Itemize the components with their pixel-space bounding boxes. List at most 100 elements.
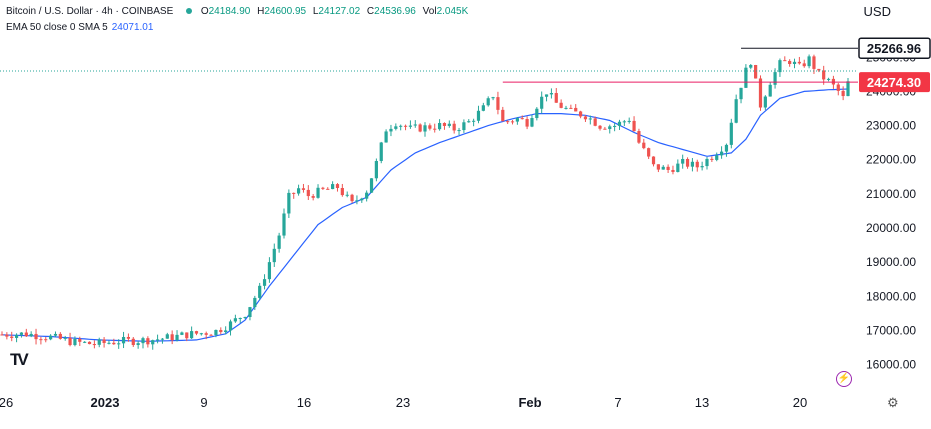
candle-body xyxy=(598,125,602,129)
price-tag-label: 24274.30 xyxy=(867,75,921,90)
candle-body xyxy=(316,187,320,198)
candle-body xyxy=(783,60,787,62)
lightning-icon[interactable]: ⚡ xyxy=(836,371,852,387)
candle-body xyxy=(78,338,82,342)
candle-body xyxy=(365,192,369,199)
candle-body xyxy=(379,142,383,161)
candle-body xyxy=(442,123,447,126)
candle-body xyxy=(544,94,549,97)
gear-icon[interactable]: ⚙ xyxy=(887,395,899,410)
candle-body xyxy=(272,248,276,263)
candle-body xyxy=(647,148,651,157)
candle-body xyxy=(452,123,456,131)
indicator-title[interactable]: EMA 50 close 0 SMA 5 xyxy=(6,22,108,33)
candle-body xyxy=(705,158,709,167)
x-tick-label: 7 xyxy=(614,395,621,410)
candle-body xyxy=(476,110,481,121)
time-axis: 26 2023 9 16 23 Feb 7 13 20 xyxy=(0,395,807,410)
candle-body xyxy=(515,118,519,122)
candle-body xyxy=(53,333,58,336)
candle-body xyxy=(846,81,850,97)
candle-body xyxy=(554,93,558,103)
candle-body xyxy=(525,119,529,127)
candle-body xyxy=(564,107,568,109)
candle-body xyxy=(632,120,636,132)
candle-body xyxy=(715,155,719,160)
candle-body xyxy=(233,318,237,322)
x-tick-label: 20 xyxy=(793,395,807,410)
current-price-tag: 24274.30 xyxy=(859,72,930,93)
candle-body xyxy=(185,332,189,339)
candle-body xyxy=(428,125,432,129)
candle-body xyxy=(797,61,801,64)
candle-body xyxy=(744,67,748,88)
candle-body xyxy=(243,317,247,319)
candle-body xyxy=(194,331,199,334)
candle-body xyxy=(331,184,335,190)
candle-body xyxy=(676,163,680,172)
y-tick-label: 19000.00 xyxy=(866,255,916,269)
candle-body xyxy=(384,131,388,143)
candle-body xyxy=(656,164,660,170)
symbol-title[interactable]: Bitcoin / U.S. Dollar · 4h · COINBASE xyxy=(6,6,174,17)
candle-body xyxy=(224,330,228,333)
candle-body xyxy=(690,161,695,167)
candle-body xyxy=(160,338,165,340)
candle-body xyxy=(155,339,160,341)
x-tick-label: 26 xyxy=(0,395,13,410)
volume-label: Vol xyxy=(422,6,437,17)
candle-body xyxy=(29,333,33,337)
price-axis: 16000.00 17000.00 18000.00 19000.00 20000.00… xyxy=(858,37,931,372)
candle-body xyxy=(253,297,257,308)
indicator-value: 24071.01 xyxy=(111,22,154,33)
candle-body xyxy=(501,109,505,122)
candle-body xyxy=(146,338,150,345)
candle-body xyxy=(413,124,417,126)
candle-body xyxy=(102,339,106,343)
candle-body xyxy=(510,121,515,123)
candle-body xyxy=(335,184,340,189)
candle-body xyxy=(617,121,622,126)
candle-body xyxy=(462,122,466,131)
candle-body xyxy=(540,96,544,109)
candle-body xyxy=(136,343,140,346)
candle-body xyxy=(627,120,631,122)
candle-body xyxy=(491,97,495,99)
currency-selector[interactable]: USD xyxy=(863,4,891,19)
tradingview-logo-icon[interactable]: TV xyxy=(10,350,29,369)
candle-body xyxy=(267,262,272,280)
volume-value: 2.045K xyxy=(436,6,469,17)
candle-body xyxy=(734,99,738,123)
candle-body xyxy=(107,342,111,344)
candle-body xyxy=(258,285,262,298)
candle-body xyxy=(758,78,763,108)
candle-body xyxy=(695,161,699,168)
candle-body xyxy=(608,126,612,130)
y-tick-label: 21000.00 xyxy=(866,187,916,201)
candle-body xyxy=(92,344,96,346)
candle-body xyxy=(49,335,53,340)
candle-body xyxy=(506,121,510,123)
candle-body xyxy=(73,338,77,346)
candle-body xyxy=(345,194,349,196)
candle-body xyxy=(394,126,398,129)
candle-body xyxy=(175,334,179,341)
candle-body xyxy=(792,61,797,65)
candle-body xyxy=(530,118,534,127)
candle-body xyxy=(569,107,573,109)
x-tick-label: 9 xyxy=(200,395,207,410)
candle-body xyxy=(403,125,408,127)
low-value: 24127.02 xyxy=(318,6,361,17)
candle-body xyxy=(423,125,427,132)
candle-body xyxy=(190,331,194,339)
high-value: 24600.95 xyxy=(264,6,307,17)
candle-body xyxy=(326,188,330,190)
candle-body xyxy=(306,189,310,197)
close-value: 24536.96 xyxy=(374,6,416,17)
candle-body xyxy=(228,321,233,331)
candle-body xyxy=(822,70,826,80)
candle-body xyxy=(117,343,121,345)
candle-body xyxy=(788,60,792,65)
candle-body xyxy=(559,102,563,108)
